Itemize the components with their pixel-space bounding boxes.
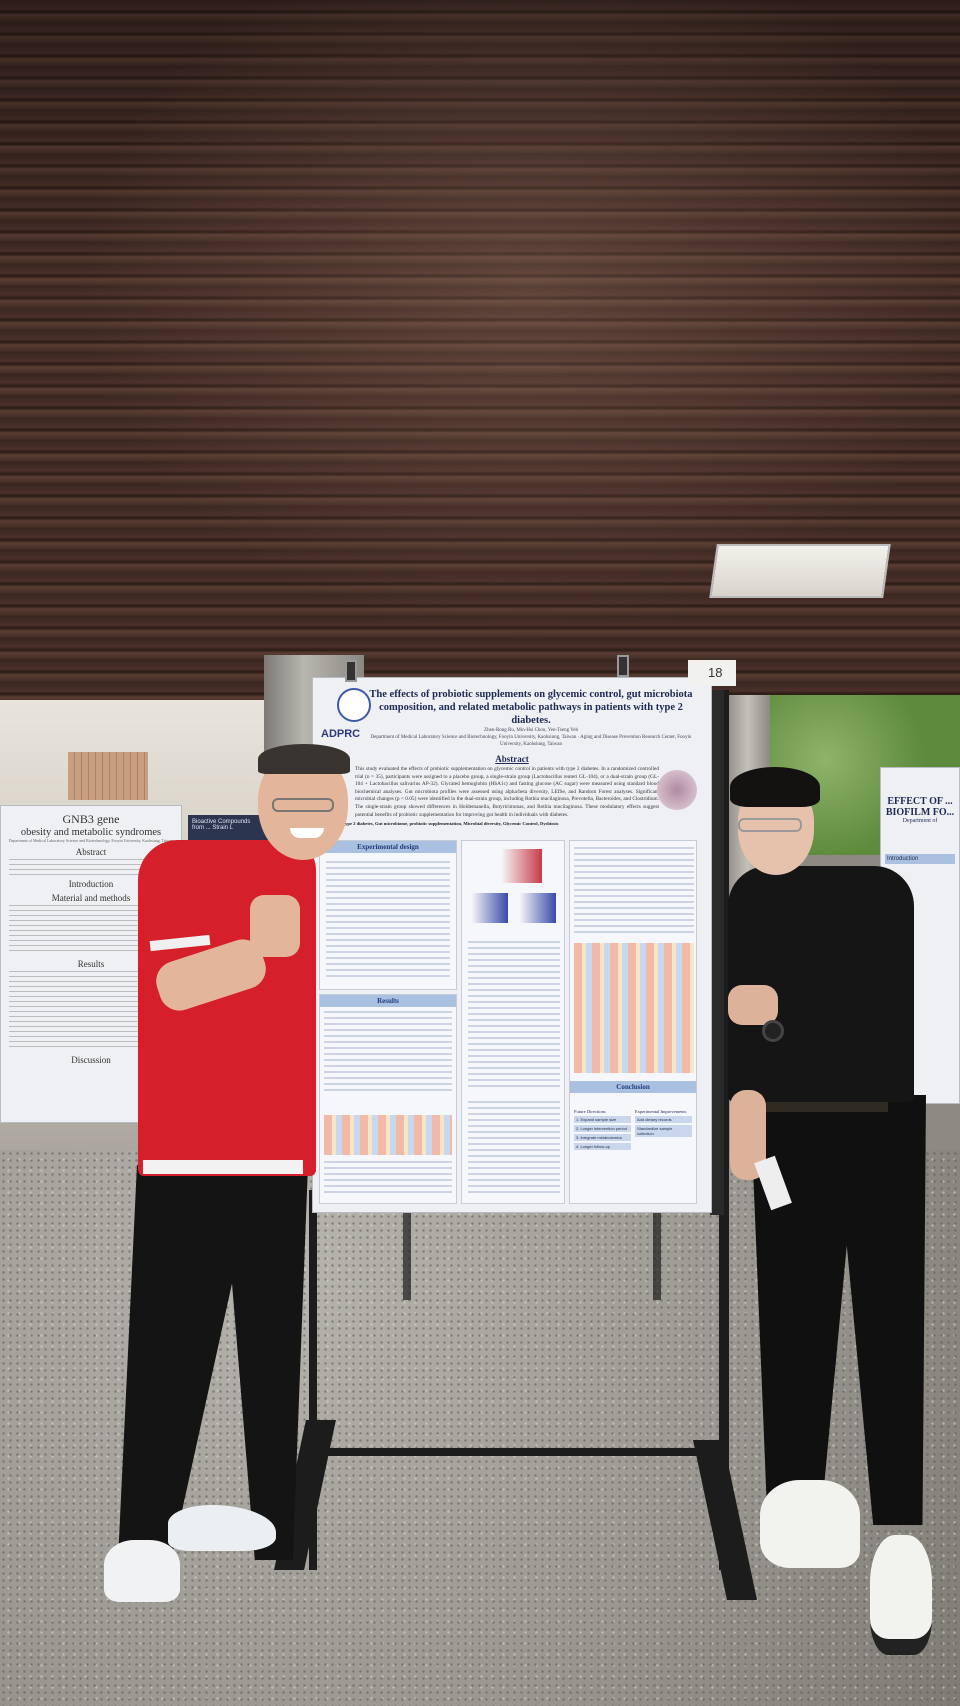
back-stand	[653, 1210, 661, 1300]
thumbs-up-hand	[250, 895, 300, 957]
adprc-logo: ADPRC	[321, 728, 361, 740]
back-stand	[403, 1210, 411, 1300]
pathway-panel: Conclusion Future Directions 1. Expand s…	[569, 840, 697, 1204]
left-poster-title: GNB3 gene	[62, 812, 120, 826]
left-poster-section: Abstract	[75, 847, 107, 857]
sneaker	[104, 1540, 180, 1602]
wooden-ceiling	[0, 0, 960, 705]
hand	[728, 985, 778, 1025]
poster-authors: Zhen-Rong Ru, Min-Hsi Chou, Yen-Tseng Ye…	[484, 728, 578, 733]
shirt-hem	[143, 1160, 303, 1174]
red-polo-shirt	[138, 840, 316, 1176]
university-seal-logo	[337, 688, 371, 722]
brick-wall	[68, 752, 148, 800]
left-poster-subtitle: obesity and metabolic syndromes	[20, 827, 162, 838]
right-poster-title: EFFECT OF ... BIOFILM FO...	[885, 796, 955, 818]
glasses	[738, 818, 802, 832]
future-direction-item: 3. Integrate metabolomics	[574, 1134, 631, 1141]
main-poster: ADPRC The effects of probiotic supplemen…	[312, 677, 712, 1213]
experimental-design-heading: Experimental design	[320, 841, 456, 853]
binder-clip	[617, 655, 629, 677]
abstract-text: This study evaluated the effects of prob…	[355, 766, 659, 818]
hair	[730, 767, 820, 807]
binder-clip	[345, 660, 357, 682]
conclusion-heading: Conclusion	[570, 1081, 696, 1093]
stand-crossbar	[315, 1448, 725, 1456]
left-poster-section: Discussion	[71, 1055, 111, 1065]
future-direction-item: 1. Expand sample size	[574, 1116, 631, 1123]
stand-pole	[309, 1190, 317, 1570]
sneaker	[168, 1505, 276, 1551]
board-number: 18	[688, 660, 736, 686]
improvement-item: Standardize sample collection	[635, 1125, 692, 1137]
keywords: Keywords: type 2 diabetes, Gut microbiom…	[321, 821, 559, 827]
ceiling-light	[709, 544, 891, 598]
future-directions-heading: Future Directions	[574, 1109, 606, 1114]
abstract-heading: Abstract	[495, 754, 529, 764]
board-edge	[710, 690, 724, 1215]
left-poster-section: Introduction	[68, 879, 114, 889]
results-panel: Results	[319, 994, 457, 1204]
smile	[290, 828, 324, 838]
hair	[258, 744, 350, 774]
improvements-heading: Experimental Improvements	[635, 1109, 687, 1114]
sneaker	[870, 1535, 932, 1655]
results-heading: Results	[320, 995, 456, 1007]
middle-poster-title: Bioactive Compounds from ... Strain L	[192, 819, 251, 831]
belt	[758, 1100, 888, 1112]
experimental-design-panel: Experimental design	[319, 840, 457, 990]
wristwatch	[762, 1020, 784, 1042]
figure-panel	[461, 840, 565, 1204]
improvement-item: Add dietary records	[635, 1116, 692, 1123]
stand-pole	[719, 690, 729, 1570]
right-poster-department: Department of	[902, 818, 938, 824]
future-direction-item: 2. Longer intervention period	[574, 1125, 631, 1132]
sneaker	[760, 1480, 860, 1568]
left-poster-section: Material and methods	[51, 893, 131, 903]
glasses	[272, 798, 334, 812]
poster-title: The effects of probiotic supplements on …	[369, 689, 693, 726]
left-poster-section: Results	[77, 959, 105, 969]
poster-affiliation: Department of Medical Laboratory Science…	[370, 735, 692, 747]
black-shirt	[728, 866, 914, 1102]
bacteria-illustration	[657, 770, 697, 810]
future-direction-item: 4. Longer follow-up	[574, 1143, 631, 1150]
left-poster-affiliation: Department of Medical Laboratory Science…	[8, 838, 174, 843]
right-poster-section: Introduction	[885, 854, 955, 864]
